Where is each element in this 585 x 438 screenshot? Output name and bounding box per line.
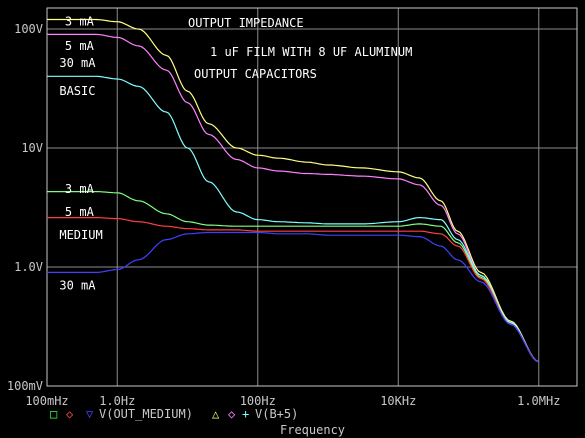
x-tick-label: 10KHz	[380, 394, 416, 408]
y-tick-label: 100V	[14, 22, 43, 36]
chart-subtitle-2: OUTPUT CAPACITORS	[194, 67, 317, 81]
series-line-3	[47, 191, 540, 363]
legend-label-out-medium: V(OUT_MEDIUM)	[99, 407, 193, 421]
chart-subtitle-1: 1 uF FILM WITH 8 UF ALUMINUM	[210, 45, 412, 59]
annotation-label: MEDIUM	[59, 228, 102, 242]
series-line-5	[47, 231, 540, 363]
x-tick-label: 1.0Hz	[99, 394, 135, 408]
series-line-1	[47, 33, 540, 363]
square-marker-icon: □	[50, 407, 57, 421]
series-line-2	[47, 75, 540, 363]
legend-label-b-plus-5: V(B+5)	[255, 407, 298, 421]
annotation-label: 5 mA	[65, 39, 95, 53]
annotation-label: 5 mA	[65, 205, 95, 219]
annotation-label: 3 mA	[65, 15, 95, 29]
chart-title: OUTPUT IMPEDANCE	[188, 16, 304, 30]
x-tick-label: 100Hz	[240, 394, 276, 408]
diamond-marker-icon: ◇	[228, 407, 236, 421]
chart-title-block: OUTPUT IMPEDANCE 1 uF FILM WITH 8 UF ALU…	[188, 16, 412, 81]
x-axis-label: Frequency	[280, 423, 345, 437]
y-tick-label: 1.0V	[14, 260, 43, 274]
series-line-0	[47, 18, 540, 363]
y-tick-label: 10V	[21, 141, 43, 155]
triangle-down-marker-icon: ▽	[86, 407, 94, 421]
diamond-marker-icon: ◇	[66, 407, 74, 421]
annotation-label: 30 mA	[59, 278, 96, 292]
plot-area-frame	[46, 7, 578, 387]
x-tick-label: 1.0MHz	[517, 394, 560, 408]
series-lines	[47, 18, 540, 363]
axis-ticks: 100mHz 1.0Hz 100Hz 10KHz 1.0MHz 100mV 1.0V 10V 1…	[7, 22, 561, 408]
plus-marker-icon: +	[242, 407, 249, 421]
y-tick-label: 100mV	[7, 379, 43, 393]
chart-legend: □ ◇ ▽ V(OUT_MEDIUM) △ ◇ + V(B+5)	[50, 407, 298, 421]
x-tick-label: 100mHz	[25, 394, 68, 408]
series-line-4	[47, 217, 540, 363]
series-annotations: 3 mA 5 mA 30 mA BASIC 3 mA 5 mA MEDIUM 30 mA	[59, 15, 102, 293]
annotation-label: 3 mA	[65, 182, 95, 196]
triangle-marker-icon: △	[212, 407, 220, 421]
annotation-label: 30 mA	[59, 56, 96, 70]
annotation-label: BASIC	[59, 84, 95, 98]
